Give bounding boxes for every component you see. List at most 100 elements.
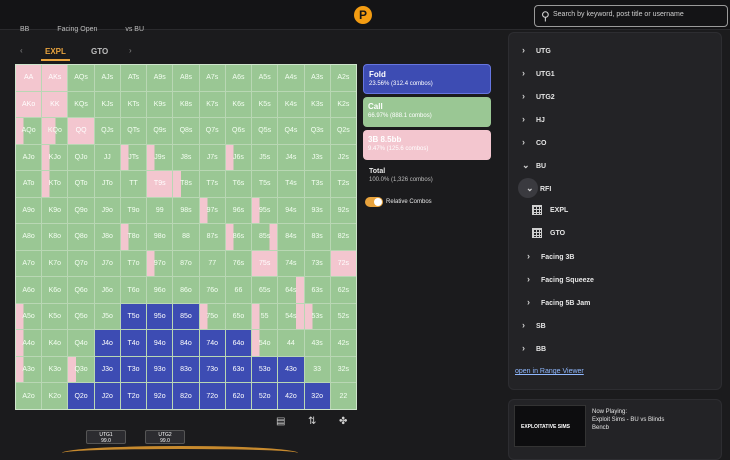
range-cell[interactable]: J4o [94, 330, 120, 356]
range-cell[interactable]: Q2o [68, 383, 94, 409]
range-cell[interactable]: A2s [330, 65, 356, 91]
range-cell[interactable]: J7o [94, 250, 120, 277]
range-cell[interactable]: 98o [147, 224, 173, 250]
range-cell[interactable]: KK [42, 91, 68, 118]
range-cell[interactable]: A7s [199, 65, 225, 91]
range-cell[interactable]: J5s [252, 144, 278, 171]
range-cell[interactable]: KTo [42, 171, 68, 197]
range-cell[interactable]: K3o [42, 356, 68, 383]
range-cell[interactable]: Q8o [68, 224, 94, 250]
table-icon[interactable]: ▤ [276, 416, 286, 427]
range-cell[interactable]: 84o [173, 330, 199, 356]
breadcrumb-item[interactable]: vs BU [125, 26, 145, 33]
range-cell[interactable]: 63o [225, 356, 252, 383]
range-cell[interactable]: Q3o [68, 356, 94, 383]
range-cell[interactable]: 73s [304, 250, 330, 277]
range-cell[interactable]: 76s [225, 250, 252, 277]
range-cell[interactable]: T7o [120, 250, 147, 277]
range-cell[interactable]: T5o [120, 303, 147, 330]
range-cell[interactable]: 42o [278, 383, 304, 409]
range-cell[interactable]: 53s [304, 303, 330, 330]
range-cell[interactable]: QJo [68, 144, 94, 171]
range-cell[interactable]: KQs [68, 91, 94, 118]
range-cell[interactable]: 94s [278, 197, 304, 224]
range-cell[interactable]: A8s [173, 65, 199, 91]
range-cell[interactable]: Q3s [304, 118, 330, 144]
range-cell[interactable]: 44 [278, 330, 304, 356]
range-cell[interactable]: Q6o [68, 277, 94, 303]
sidebar-item-facing-squeeze[interactable]: › Facing Squeeze [527, 274, 594, 284]
range-cell[interactable]: 96s [225, 197, 252, 224]
seat-utg1[interactable]: UTG1 99.0 [86, 430, 126, 444]
range-cell[interactable]: 72s [330, 250, 356, 277]
range-cell[interactable]: T9s [147, 171, 173, 197]
range-cell[interactable]: 86s [225, 224, 252, 250]
range-cell[interactable]: KJs [94, 91, 120, 118]
range-cell[interactable]: ATo [16, 171, 42, 197]
now-playing-info[interactable]: Now Playing: Exploit Sims - BU vs Blinds… [592, 408, 664, 432]
range-cell[interactable]: J7s [199, 144, 225, 171]
range-cell[interactable]: K6s [225, 91, 252, 118]
range-cell[interactable]: A8o [16, 224, 42, 250]
range-cell[interactable]: J4s [278, 144, 304, 171]
range-cell[interactable]: T7s [199, 171, 225, 197]
range-cell[interactable]: 33 [304, 356, 330, 383]
range-cell[interactable]: 93s [304, 197, 330, 224]
range-cell[interactable]: T5s [252, 171, 278, 197]
range-cell[interactable]: AJs [94, 65, 120, 91]
range-cell[interactable]: 22 [330, 383, 356, 409]
range-cell[interactable]: K7s [199, 91, 225, 118]
sidebar-item-gto[interactable]: GTO [532, 228, 565, 238]
range-cell[interactable]: 76o [199, 277, 225, 303]
range-cell[interactable]: QJs [94, 118, 120, 144]
range-cell[interactable]: 93o [147, 356, 173, 383]
breadcrumb-item[interactable]: BB [20, 26, 30, 33]
range-cell[interactable]: T8s [173, 171, 199, 197]
sidebar-item-utg[interactable]: › UTG [522, 45, 551, 55]
range-cell[interactable]: 65s [252, 277, 278, 303]
range-cell[interactable]: Q9s [147, 118, 173, 144]
range-cell[interactable]: J2s [330, 144, 356, 171]
sidebar-item-facing-5b-jam[interactable]: › Facing 5B Jam [527, 297, 590, 307]
range-cell[interactable]: Q8s [173, 118, 199, 144]
range-cell[interactable]: J9s [147, 144, 173, 171]
sort-icon[interactable]: ⇅ [308, 416, 317, 427]
sidebar-item-utg1[interactable]: › UTG1 [522, 68, 555, 78]
range-cell[interactable]: 87s [199, 224, 225, 250]
range-cell[interactable]: 63s [304, 277, 330, 303]
range-cell[interactable]: Q7s [199, 118, 225, 144]
range-cell[interactable]: K9s [147, 91, 173, 118]
chevron-left-icon[interactable]: ‹ [20, 46, 23, 55]
relative-combos-toggle[interactable] [365, 197, 383, 207]
sidebar-item-hj[interactable]: › HJ [522, 114, 545, 124]
range-cell[interactable]: T9o [120, 197, 147, 224]
range-cell[interactable]: KJo [42, 144, 68, 171]
range-cell[interactable]: T6s [225, 171, 252, 197]
range-cell[interactable]: QTo [68, 171, 94, 197]
range-cell[interactable]: J6s [225, 144, 252, 171]
range-cell[interactable]: 98s [173, 197, 199, 224]
range-cell[interactable]: A9o [16, 197, 42, 224]
range-cell[interactable]: K5s [252, 91, 278, 118]
range-cell[interactable]: AKs [42, 65, 68, 91]
tab-expl[interactable]: EXPL [41, 47, 70, 61]
sidebar-item-rfi[interactable]: ⌄ RFI [526, 183, 551, 194]
range-cell[interactable]: QQ [68, 118, 94, 144]
range-cell[interactable]: Q4o [68, 330, 94, 356]
range-cell[interactable]: 95s [252, 197, 278, 224]
range-cell[interactable]: 74o [199, 330, 225, 356]
range-cell[interactable]: J2o [94, 383, 120, 409]
tab-gto[interactable]: GTO [91, 47, 109, 56]
range-cell[interactable]: 83s [304, 224, 330, 250]
range-cell[interactable]: 85o [173, 303, 199, 330]
range-cell[interactable]: 83o [173, 356, 199, 383]
range-cell[interactable]: K6o [42, 277, 68, 303]
range-cell[interactable]: A2o [16, 383, 42, 409]
range-cell[interactable]: J6o [94, 277, 120, 303]
sidebar-item-expl[interactable]: EXPL [532, 205, 568, 215]
range-cell[interactable]: 75s [252, 250, 278, 277]
range-cell[interactable]: 54s [278, 303, 304, 330]
range-cell[interactable]: 66 [225, 277, 252, 303]
range-cell[interactable]: J5o [94, 303, 120, 330]
range-cell[interactable]: 62s [330, 277, 356, 303]
